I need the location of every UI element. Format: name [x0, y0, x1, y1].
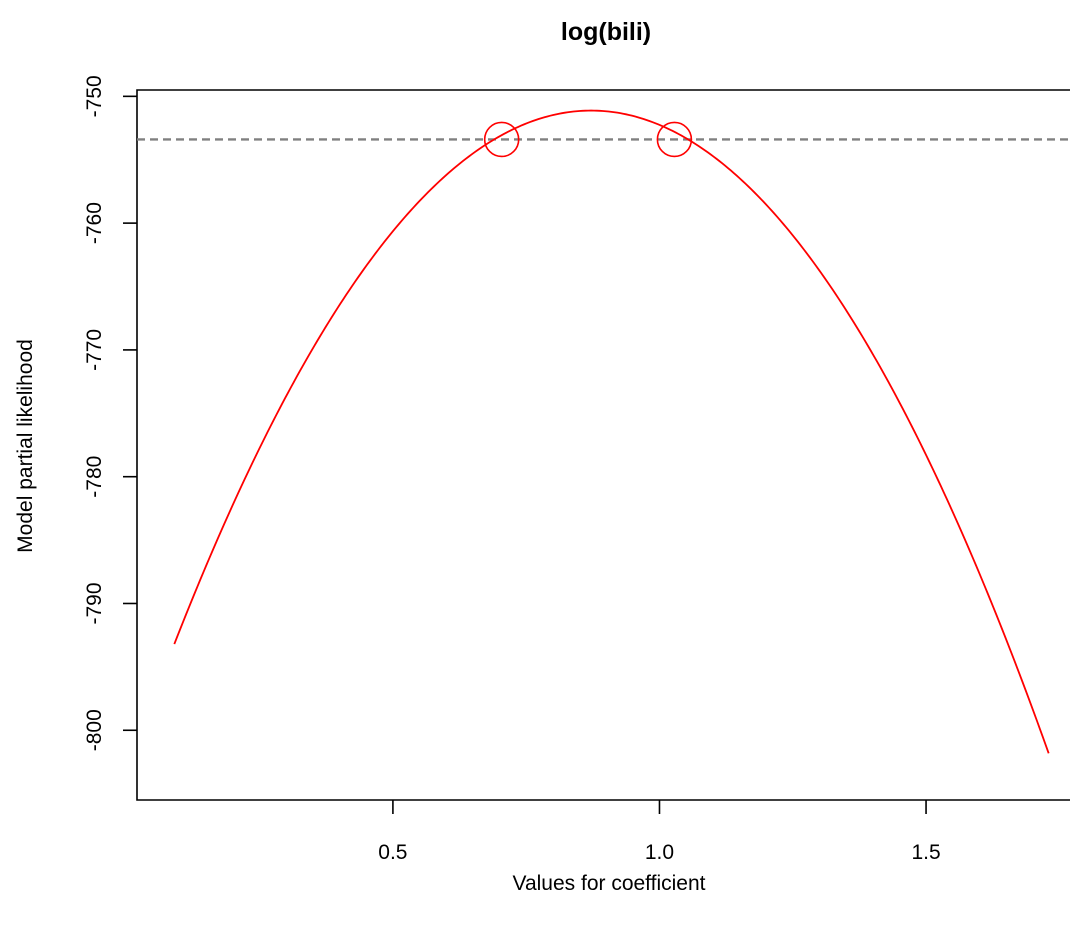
y-tick-label: -770	[83, 329, 106, 371]
series-line	[173, 109, 1050, 754]
y-tick-label: -750	[83, 75, 106, 117]
plot-border	[136, 89, 1070, 801]
interval-marker	[656, 121, 693, 158]
y-tick-label: -790	[83, 582, 106, 624]
y-tick-label: -760	[83, 202, 106, 244]
x-tick-label: 0.5	[378, 841, 407, 864]
x-tick-label: 1.5	[911, 841, 940, 864]
y-tick-label: -800	[83, 709, 106, 751]
y-axis-label: Model partial likelihood	[14, 339, 37, 553]
x-axis-label: Values for coefficient	[513, 872, 706, 895]
chart-title: log(bili)	[561, 18, 651, 46]
x-tick-label: 1.0	[645, 841, 674, 864]
y-tick-label: -780	[83, 456, 106, 498]
interval-marker	[483, 121, 520, 158]
